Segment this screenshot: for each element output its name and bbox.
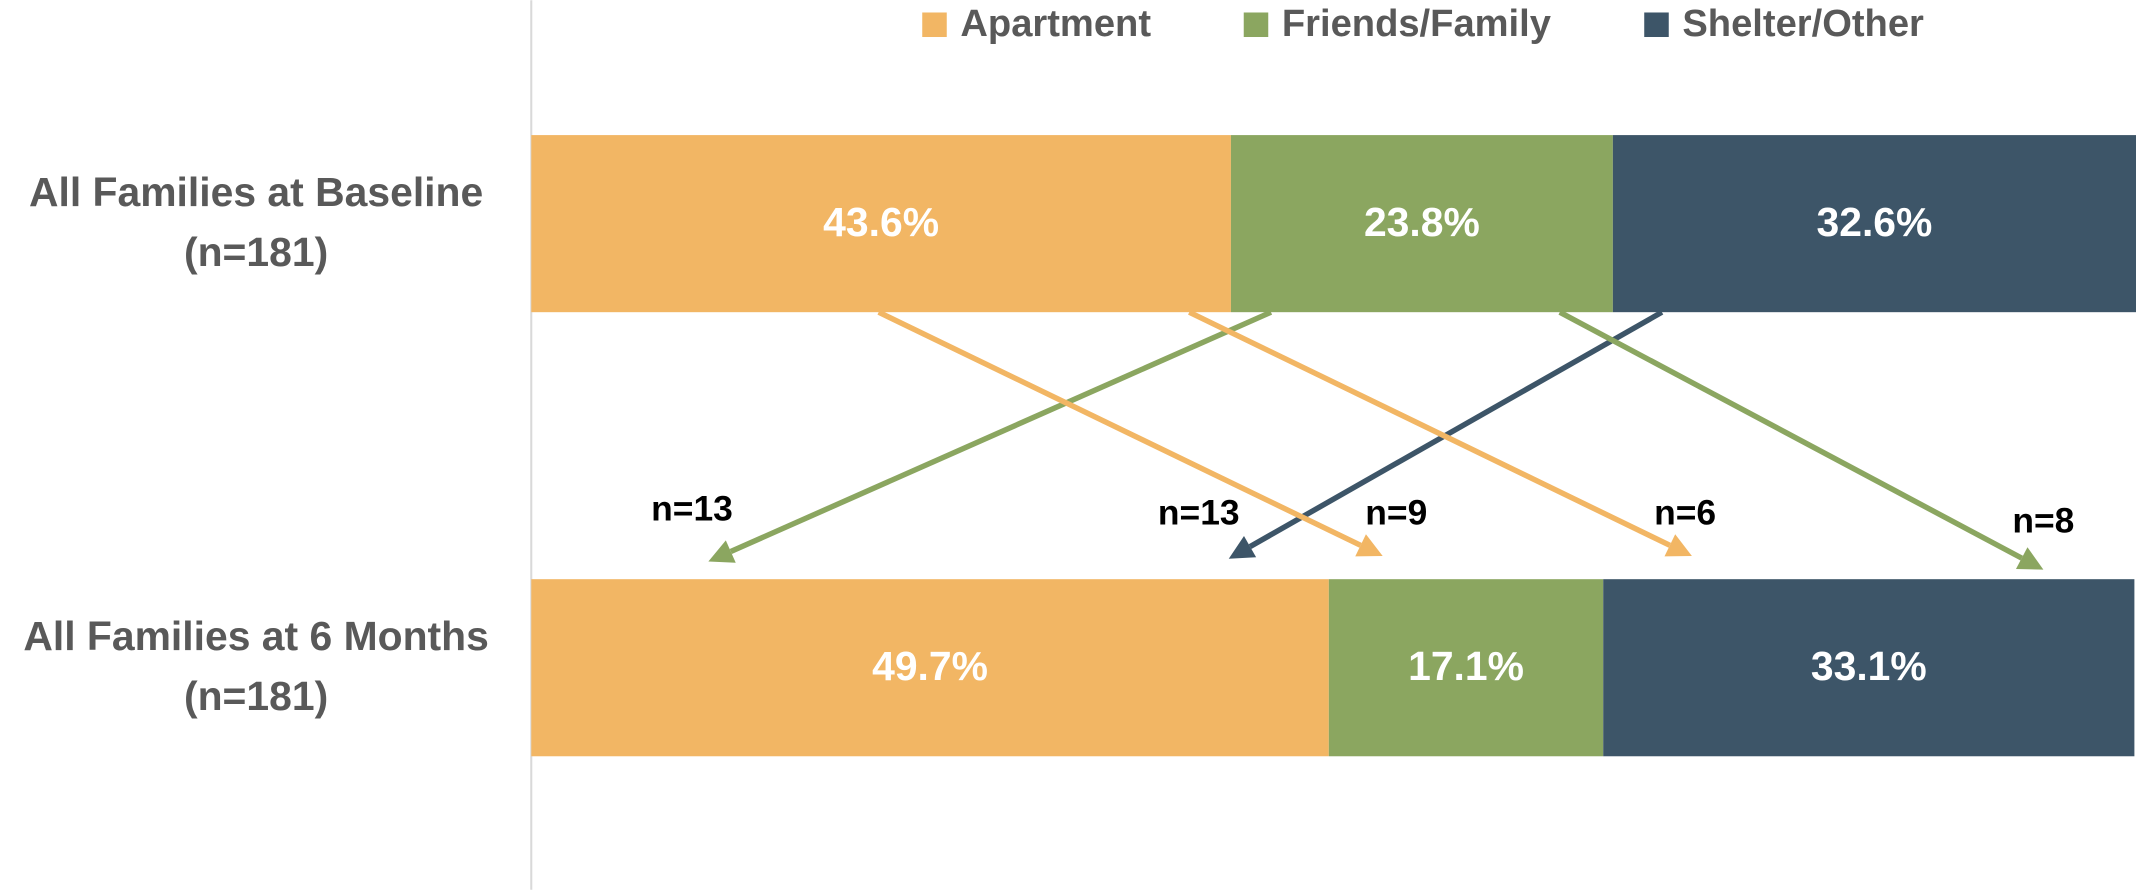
value-label: 49.7% [872,643,988,689]
flow-arrow [1558,309,2024,561]
bar-segment [1603,579,2135,757]
value-label: 43.6% [823,199,939,245]
arrow-head [708,540,736,563]
bar-segment [531,579,1329,757]
flow-label: n=9 [1365,493,1427,533]
flow-arrow [1248,309,1664,549]
legend-label: Friends/Family [1282,2,1551,45]
legend-swatch [1644,12,1669,38]
value-label: 23.8% [1364,199,1480,245]
bar-segment [1230,135,1613,313]
bar-segment [1328,579,1604,757]
bar-segment [1612,135,2136,313]
legend-label: Shelter/Other [1682,2,1924,45]
category-label: All Families at 6 Months (n=181) [23,614,489,720]
category-label-box: All Families at Baseline (n=181) [28,170,484,276]
flow-label: n=8 [2012,501,2074,541]
flow-arrow [1188,309,1672,548]
category-label-box: All Families at 6 Months (n=181) [23,614,489,720]
value-label: 17.1% [1408,643,1524,689]
arrow-head [2015,547,2044,570]
arrow-head [1664,534,1692,557]
arrow-head [1228,535,1257,559]
legend-label: Apartment [960,2,1151,45]
category-label: All Families at Baseline (n=181) [28,170,484,276]
arrow-head [1355,534,1383,557]
flow-arrow [877,309,1362,548]
flow-label: n=13 [1158,493,1240,533]
flow-label: n=13 [651,488,733,528]
legend-swatch [922,12,947,38]
flow-label: n=6 [1654,493,1716,533]
bar-segment [531,135,1231,313]
value-label: 33.1% [1811,643,1927,689]
legend-swatch [1243,12,1269,38]
value-label: 32.6% [1817,199,1933,245]
flow-arrow [729,309,1273,555]
